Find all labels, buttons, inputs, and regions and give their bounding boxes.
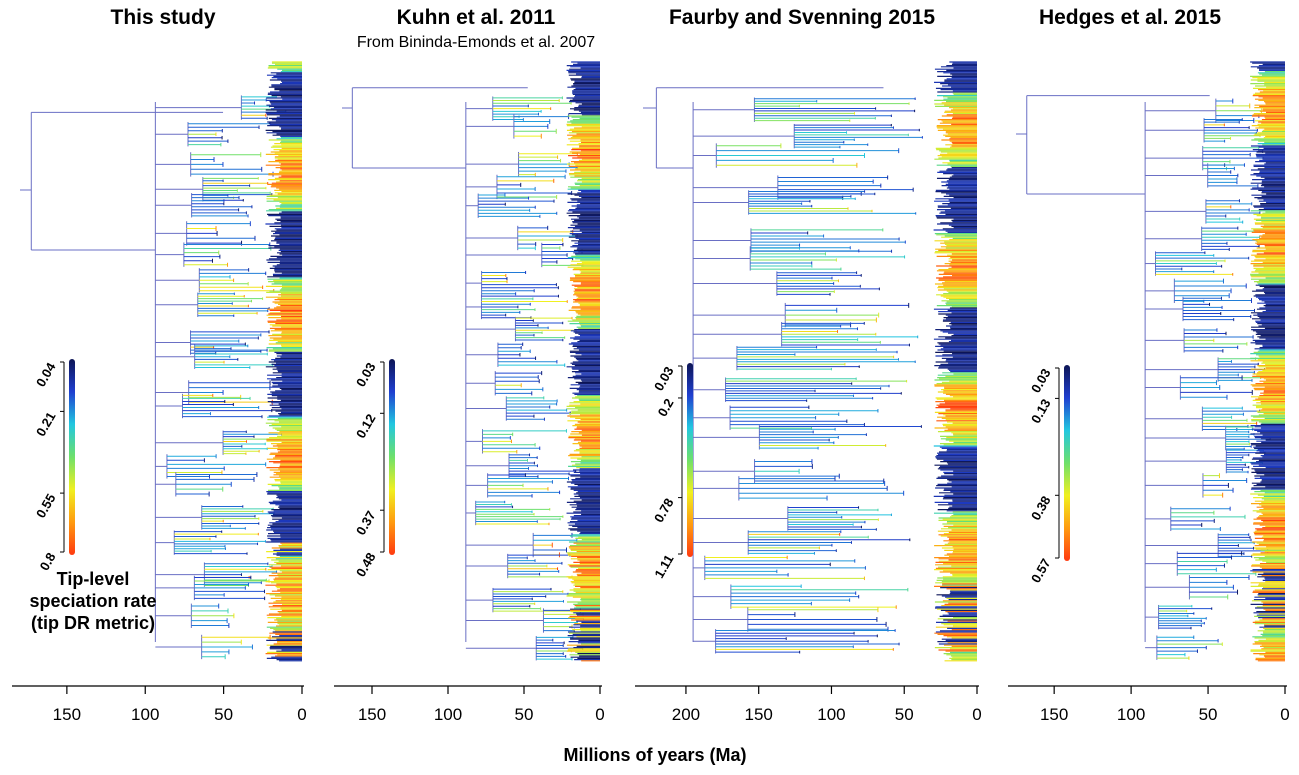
axis-tick-label: 150 [358,705,386,724]
legend-title-line-3: (tip DR metric) [30,613,156,633]
panel-3: 0.03 0.2 0.78 1.11 200 150 100 50 0 [635,61,982,724]
legend-title-line-1: Tip-level [56,569,130,589]
axis-tick-label: 0 [297,705,306,724]
time-axis: 200 150 100 50 0 [635,685,982,724]
time-axis: 150 100 50 0 [1008,685,1290,724]
axis-tick-label: 150 [745,705,773,724]
phylogeny-tree [643,61,977,662]
legend-tick-label: 0.03 [651,364,677,393]
legend-tick-label: 0.03 [1028,366,1054,395]
axis-tick-label: 50 [1199,705,1218,724]
phylogeny-tree [20,61,302,662]
panel-2: 0.03 0.12 0.37 0.48 150 100 50 0 [334,61,605,724]
phylogeny-tree [1016,61,1285,662]
axis-tick-label: 100 [131,705,159,724]
legend-tick-label: 0.78 [651,496,677,525]
legend-tick-label: 0.38 [1028,493,1054,522]
legend-tick-label: 0.2 [655,396,677,419]
axis-tick-label: 0 [595,705,604,724]
axis-tick-label: 0 [972,705,981,724]
axis-tick-label: 50 [515,705,534,724]
panel-title-faurby: Faurby and Svenning 2015 [668,6,936,29]
legend-gradient-bar [69,359,75,555]
rate-color-legend: 0.03 0.12 0.37 0.48 [353,359,395,579]
axis-tick-label: 100 [1117,705,1145,724]
legend-tick-label: 0.13 [1028,396,1054,425]
axis-tick-label: 200 [672,705,700,724]
legend-gradient-bar [1064,365,1070,561]
panel-title-hedges: Hedges et al. 2015 [1038,6,1222,29]
axis-tick-label: 150 [53,705,81,724]
legend-gradient-bar [687,363,693,557]
axis-tick-label: 50 [214,705,233,724]
phylogeny-tree [342,61,600,662]
legend-tick-label: 0.03 [353,360,379,389]
legend-title: Tip-level speciation rate (tip DR metric… [29,568,156,634]
panel-4: 0.030.13 0.38 0.57 150 100 50 0 [1008,61,1290,724]
legend-tick-label: 0.12 [353,411,379,440]
axis-tick-label: 150 [1040,705,1068,724]
panel-subtitle-kuhn: From Bininda-Emonds et al. 2007 [356,34,596,51]
axis-tick-label: 100 [817,705,845,724]
legend-tick-label: 0.48 [353,550,379,579]
legend-gradient-bar [389,359,395,555]
axis-tick-label: 100 [434,705,462,724]
legend-tick-label: 0.57 [1028,556,1054,585]
axis-tick-label: 50 [895,705,914,724]
legend-tick-label: 0.37 [353,508,379,537]
rate-color-legend: 0.03 0.2 0.78 1.11 [651,363,693,581]
legend-tick-label: 0.21 [33,409,59,438]
rate-color-legend: 0.040.210.550.8 [33,359,75,573]
time-axis: 150 100 50 0 [12,685,307,724]
rate-color-legend: 0.030.13 0.38 0.57 [1028,365,1070,585]
axis-tick-label: 0 [1280,705,1289,724]
x-axis-label: Millions of years (Ma) [563,745,747,765]
panel-title-kuhn: Kuhn et al. 2011 [396,6,556,29]
time-axis: 150 100 50 0 [334,685,605,724]
legend-tick-label: 1.11 [651,552,676,581]
panel-title-this-study: This study [110,6,216,29]
legend-title-line-2: speciation rate [29,591,157,611]
legend-tick-label: 0.04 [33,359,59,389]
legend-tick-label: 0.55 [33,491,59,520]
